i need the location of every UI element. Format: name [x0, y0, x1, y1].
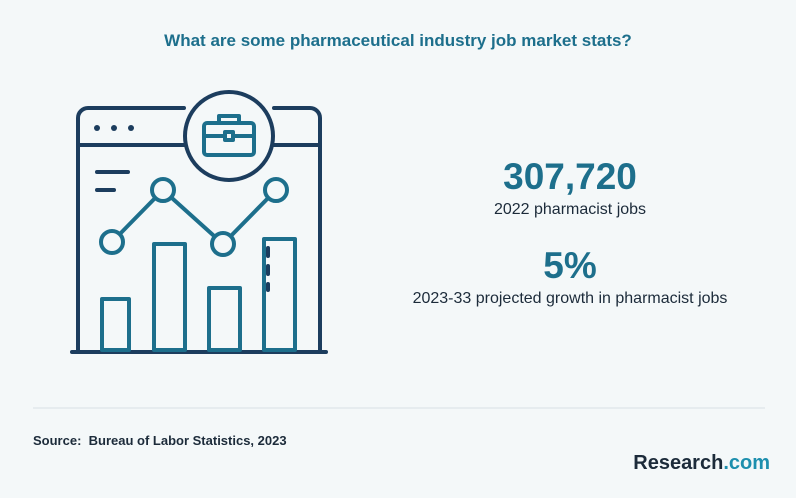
stat-label: 2022 pharmacist jobs — [493, 201, 647, 218]
dot — [94, 125, 100, 131]
stat-value: 307,720 — [503, 156, 637, 197]
logo-suffix: .com — [723, 452, 770, 474]
icon-bar — [152, 242, 187, 352]
icon-point — [99, 229, 125, 255]
window-frame — [76, 106, 186, 354]
title: What are some pharmaceutical industry jo… — [164, 31, 632, 50]
illustration — [33, 90, 765, 409]
logo: Research.com — [611, 429, 770, 498]
logo-name: Research — [633, 452, 724, 474]
icon-point — [263, 177, 289, 203]
page: What are some pharmaceutical industry jo… — [33, 31, 770, 474]
icon-line — [110, 188, 278, 246]
stat-label: 2023-33 projected growth in pharmacist j… — [412, 290, 728, 307]
icon-bar — [100, 297, 131, 352]
stat-value: 5% — [543, 245, 597, 286]
source: Source: Bureau of Labor Statistics, 2023 — [33, 433, 287, 448]
dot — [111, 125, 117, 131]
icon-point — [210, 231, 236, 257]
briefcase-lock — [223, 130, 235, 142]
briefcase — [202, 121, 256, 157]
icon-bar — [262, 237, 297, 352]
icon-point — [150, 177, 176, 203]
icon-bar — [207, 286, 242, 352]
window-frame — [272, 106, 322, 354]
dot — [128, 125, 134, 131]
briefcase-handle — [217, 114, 241, 123]
